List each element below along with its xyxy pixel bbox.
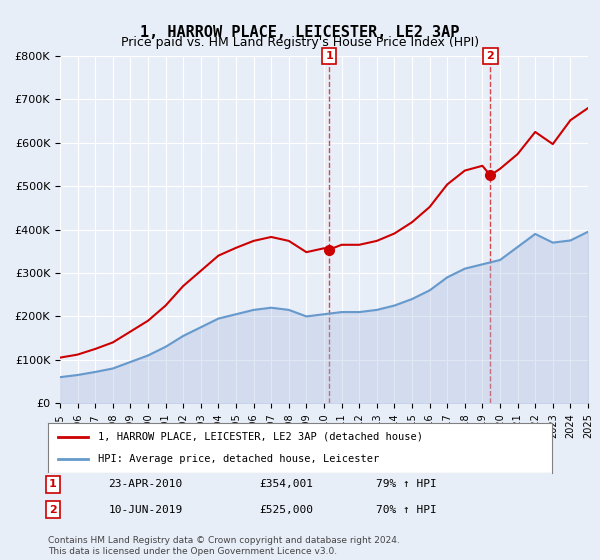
Text: 1: 1 — [49, 479, 57, 489]
Text: 79% ↑ HPI: 79% ↑ HPI — [376, 479, 436, 489]
Text: 2: 2 — [487, 51, 494, 61]
Text: HPI: Average price, detached house, Leicester: HPI: Average price, detached house, Leic… — [98, 454, 380, 464]
Text: 2: 2 — [49, 505, 57, 515]
Text: 1, HARROW PLACE, LEICESTER, LE2 3AP: 1, HARROW PLACE, LEICESTER, LE2 3AP — [140, 25, 460, 40]
Text: 10-JUN-2019: 10-JUN-2019 — [109, 505, 183, 515]
Text: £525,000: £525,000 — [260, 505, 314, 515]
Text: 70% ↑ HPI: 70% ↑ HPI — [376, 505, 436, 515]
Text: 1, HARROW PLACE, LEICESTER, LE2 3AP (detached house): 1, HARROW PLACE, LEICESTER, LE2 3AP (det… — [98, 432, 424, 442]
Text: Contains HM Land Registry data © Crown copyright and database right 2024.
This d: Contains HM Land Registry data © Crown c… — [48, 536, 400, 556]
Text: £354,001: £354,001 — [260, 479, 314, 489]
Text: Price paid vs. HM Land Registry's House Price Index (HPI): Price paid vs. HM Land Registry's House … — [121, 36, 479, 49]
Text: 23-APR-2010: 23-APR-2010 — [109, 479, 183, 489]
Text: 1: 1 — [325, 51, 333, 61]
